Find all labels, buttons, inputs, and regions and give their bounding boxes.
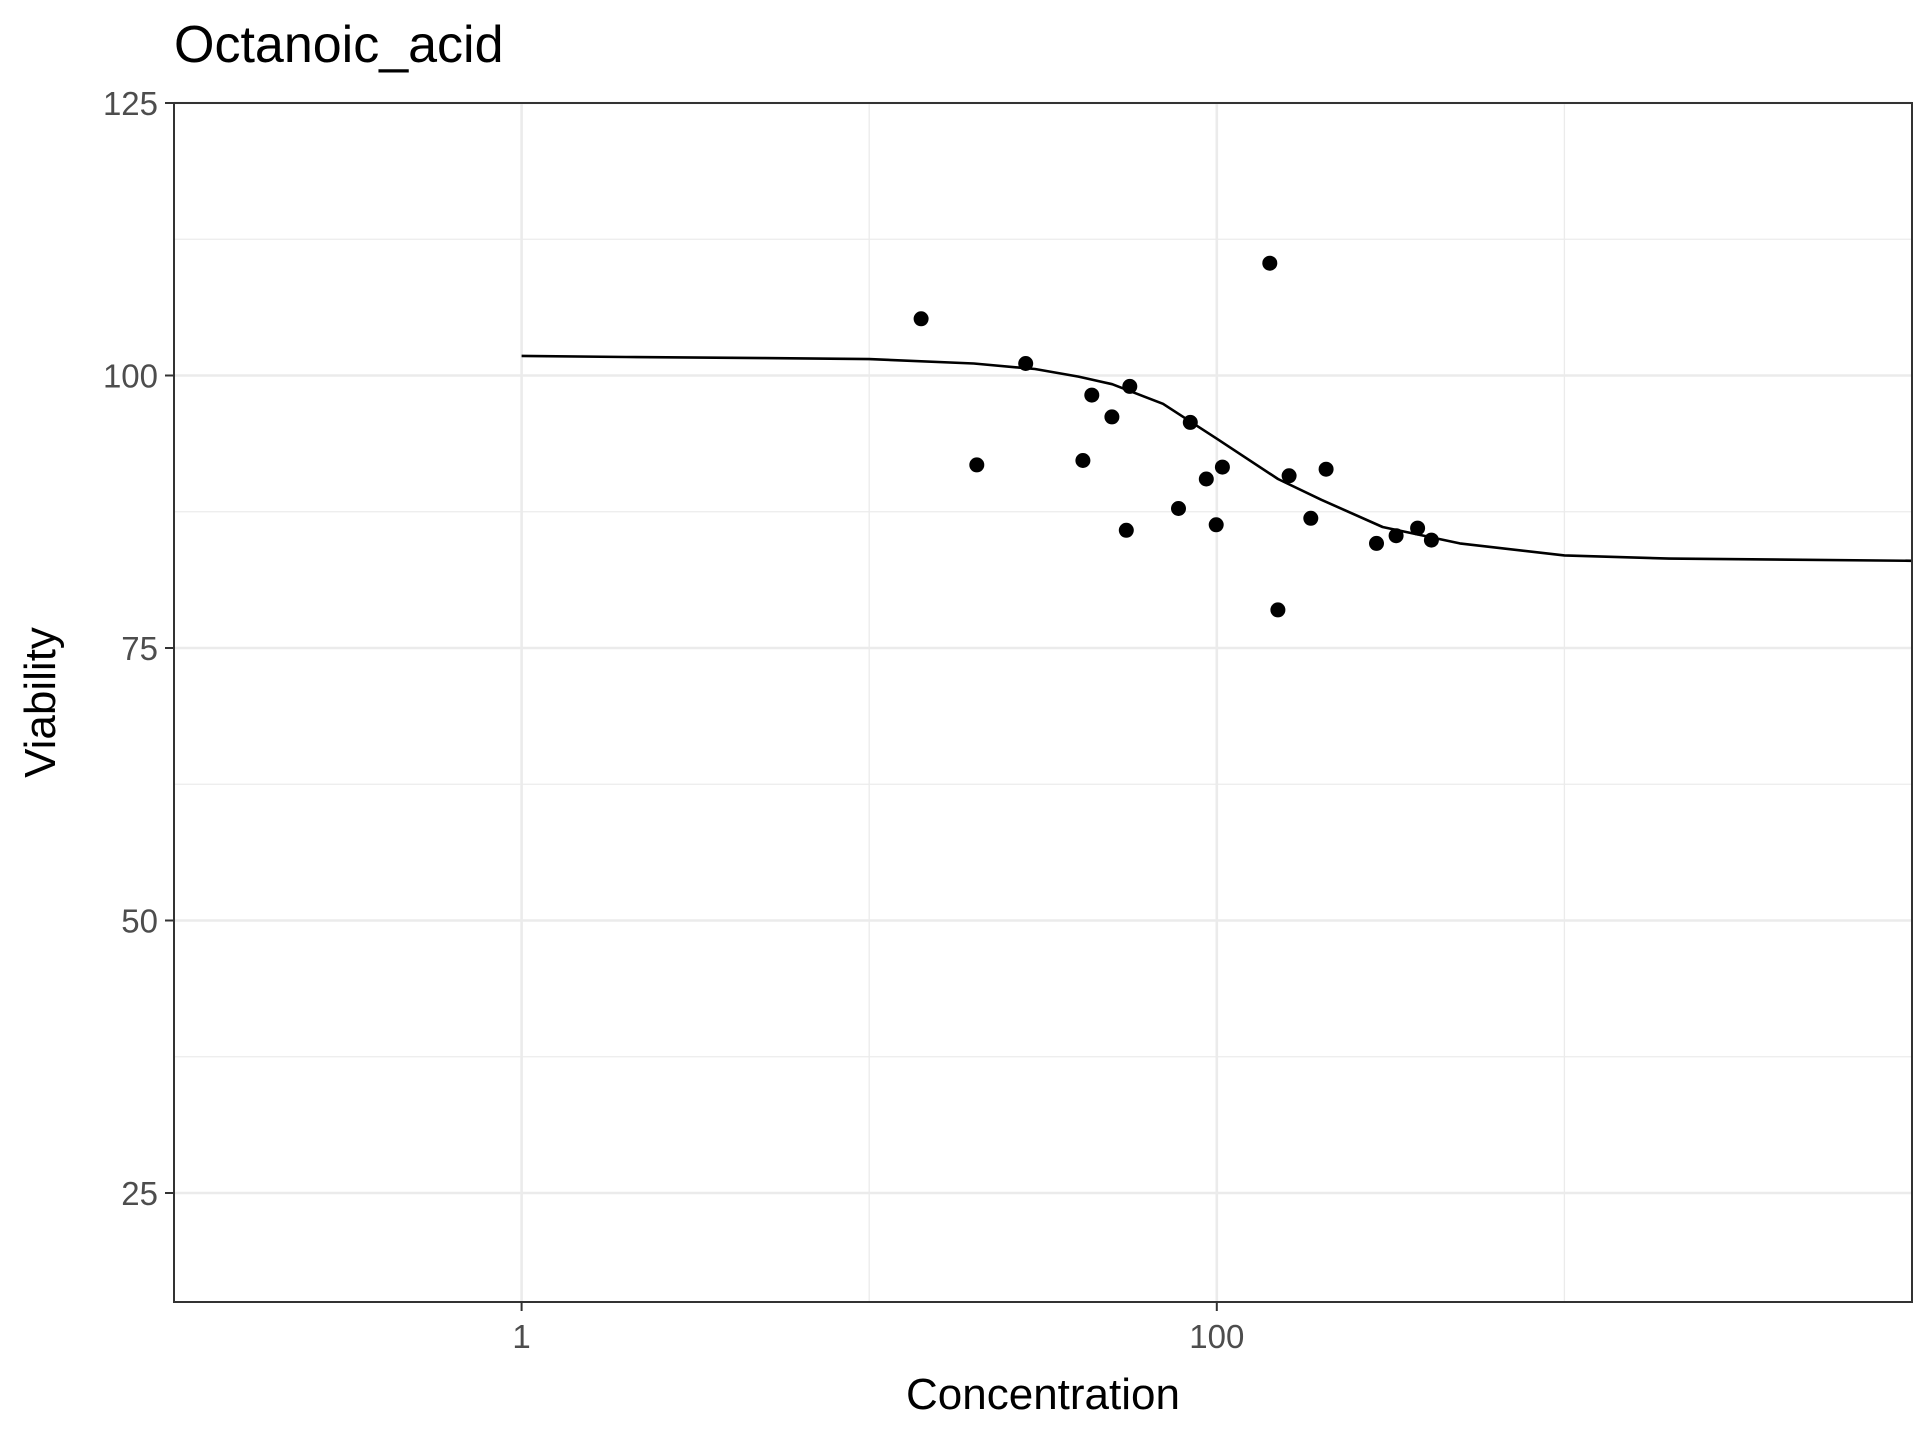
data-point — [1214, 459, 1230, 475]
data-point — [1318, 461, 1334, 477]
fit-curve — [521, 354, 1913, 563]
y-tick-label: 75 — [121, 630, 158, 667]
x-axis-label: Concentration — [906, 1370, 1180, 1419]
data-point — [1369, 535, 1384, 551]
y-axis-label: Viability — [16, 627, 65, 778]
data-point — [1423, 532, 1439, 548]
y-tick-label: 100 — [103, 358, 158, 395]
data-point — [1270, 602, 1286, 618]
data-point — [913, 311, 929, 327]
data-point — [1303, 510, 1319, 526]
panel-border — [173, 102, 1913, 1303]
chart-title: Octanoic_acid — [174, 16, 504, 74]
y-tick-label: 25 — [121, 1175, 158, 1212]
data-point — [1208, 517, 1224, 533]
data-point — [1410, 520, 1426, 536]
fit-curve-layer — [521, 354, 1913, 563]
axis-ticks: 25 50 75 100 125 1 100 — [103, 85, 1244, 1355]
x-tick-label: 1 — [512, 1318, 530, 1355]
data-point — [1018, 356, 1034, 371]
data-point — [1084, 387, 1100, 403]
data-point — [969, 457, 985, 473]
data-point — [1104, 409, 1120, 425]
data-point — [1075, 453, 1091, 468]
data-point — [1182, 414, 1198, 430]
data-point — [1262, 255, 1278, 271]
data-points-layer — [913, 255, 1439, 618]
data-point — [1388, 528, 1404, 544]
data-point — [1198, 471, 1214, 487]
data-point — [1122, 378, 1138, 394]
data-point — [1171, 501, 1186, 516]
data-point — [1118, 522, 1134, 538]
y-tick-label: 125 — [103, 85, 158, 122]
data-point — [1281, 468, 1297, 484]
x-tick-label: 100 — [1189, 1318, 1244, 1355]
y-tick-label: 50 — [121, 903, 158, 940]
